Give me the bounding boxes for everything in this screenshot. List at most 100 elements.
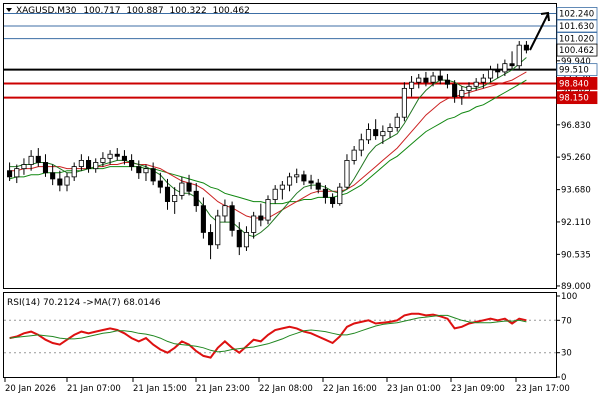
candle bbox=[502, 59, 508, 77]
candle-body-up bbox=[294, 174, 300, 178]
candle-body-down bbox=[308, 180, 314, 184]
candle-body-down bbox=[258, 215, 264, 221]
candle-body-up bbox=[71, 166, 77, 178]
candle-body-down bbox=[509, 63, 515, 67]
candle-body-down bbox=[42, 162, 49, 174]
candle bbox=[394, 113, 400, 132]
candle-body-up bbox=[251, 215, 257, 233]
candle-body-down bbox=[157, 180, 163, 188]
candle-body-down bbox=[200, 205, 206, 233]
candle-body-down bbox=[236, 229, 242, 248]
candle bbox=[28, 150, 34, 171]
candle bbox=[294, 168, 300, 184]
candle bbox=[358, 133, 364, 157]
candle bbox=[258, 203, 264, 227]
time-axis: 20 Jan 2026 21 Jan 07:00 21 Jan 15:00 21 Ja… bbox=[4, 378, 570, 394]
level-tag-label: 102.240 bbox=[559, 9, 594, 19]
candle bbox=[14, 164, 20, 184]
candle bbox=[57, 170, 63, 192]
candle bbox=[387, 123, 393, 138]
candle-body-up bbox=[64, 176, 70, 186]
level-tag-box bbox=[556, 19, 598, 33]
candle bbox=[337, 183, 343, 206]
time-tick-label: 23 Jan 01:00 bbox=[387, 384, 441, 394]
time-tick-label: 21 Jan 07:00 bbox=[67, 384, 121, 394]
candle bbox=[401, 82, 407, 122]
level-tag-label: 98.840 bbox=[559, 79, 589, 89]
time-tick-label: 21 Jan 23:00 bbox=[196, 384, 250, 394]
level-tag-box bbox=[556, 7, 598, 20]
candle bbox=[473, 78, 479, 91]
candle bbox=[186, 174, 192, 196]
level-tag-label: 98.150 bbox=[559, 94, 589, 104]
candle-body-down bbox=[444, 79, 451, 85]
level-tags: 102.240 101.630 101.020 99.510 98.840 98.150 1… bbox=[556, 7, 598, 105]
candle-body-up bbox=[394, 116, 400, 128]
candle bbox=[121, 150, 127, 165]
candle-body-up bbox=[480, 77, 486, 83]
candle-body-up bbox=[14, 168, 20, 178]
rsi-lines bbox=[4, 312, 556, 359]
price-tick-label: 98.565 bbox=[561, 85, 591, 95]
candle-body-up bbox=[215, 215, 221, 246]
candle-body-down bbox=[301, 174, 307, 182]
symbol-label: XAGUSD,M30 100.717 100.887 100.322 100.4… bbox=[16, 6, 250, 16]
price-tick-label: 92.110 bbox=[561, 218, 591, 228]
time-tick-label: 23 Jan 09:00 bbox=[451, 384, 505, 394]
candle bbox=[286, 172, 293, 192]
main-plot-frame bbox=[3, 3, 557, 289]
candle-body-up bbox=[279, 184, 285, 190]
price-tick-label: 96.830 bbox=[561, 121, 591, 131]
level-tag-label: 101.630 bbox=[559, 22, 594, 32]
rsi-tick-label: 0 bbox=[561, 373, 566, 383]
candle bbox=[222, 199, 228, 223]
candle-body-down bbox=[35, 155, 41, 163]
candle bbox=[444, 73, 451, 89]
level-tag-box bbox=[556, 77, 598, 90]
candle bbox=[480, 73, 486, 89]
candle bbox=[437, 69, 443, 85]
candle-body-down bbox=[114, 153, 120, 157]
time-tick-label: 20 Jan 2026 bbox=[5, 384, 56, 394]
candle bbox=[93, 158, 99, 173]
candle bbox=[164, 178, 171, 210]
candle-body-up bbox=[286, 176, 293, 186]
candle bbox=[423, 71, 429, 87]
candle-body-down bbox=[330, 197, 336, 205]
candle bbox=[373, 119, 379, 140]
price-tick-label: 93.680 bbox=[561, 186, 591, 196]
candle-body-up bbox=[401, 87, 407, 118]
price-tick-label: 95.260 bbox=[561, 153, 591, 163]
collapse-triangle-icon[interactable] bbox=[6, 8, 12, 12]
current-price-label: 100.462 bbox=[559, 46, 594, 56]
candle bbox=[136, 160, 142, 179]
candle-body-down bbox=[121, 155, 127, 161]
candle bbox=[416, 73, 422, 89]
candle-body-up bbox=[473, 81, 479, 87]
time-tick-label: 21 Jan 15:00 bbox=[133, 384, 187, 394]
candle bbox=[243, 226, 250, 251]
candle-body-up bbox=[459, 90, 465, 98]
candle-body-down bbox=[193, 190, 199, 207]
candle-body-up bbox=[409, 81, 415, 89]
candle bbox=[85, 156, 92, 173]
candle bbox=[215, 209, 221, 249]
rsi-line bbox=[9, 312, 527, 359]
candle-body-up bbox=[351, 149, 357, 161]
candle bbox=[172, 187, 178, 214]
candle bbox=[7, 162, 13, 181]
trend-arrow-icon bbox=[529, 11, 550, 51]
candle bbox=[129, 154, 135, 171]
candle bbox=[35, 148, 41, 167]
time-tick-label: 22 Jan 16:00 bbox=[323, 384, 377, 394]
candle bbox=[509, 51, 515, 70]
candle bbox=[459, 86, 465, 105]
candle-body-up bbox=[380, 131, 386, 137]
level-tag-box bbox=[556, 91, 598, 105]
candle bbox=[50, 164, 56, 186]
candle-body-up bbox=[78, 160, 84, 167]
candle bbox=[78, 154, 84, 171]
candle bbox=[272, 185, 278, 204]
